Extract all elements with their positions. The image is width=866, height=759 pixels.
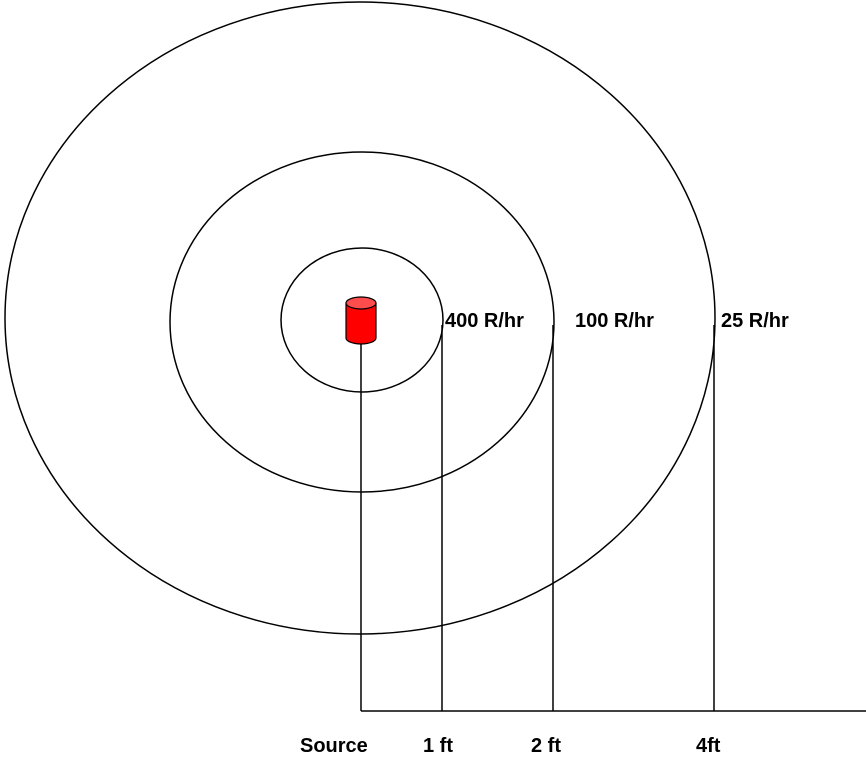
source-cylinder-body [345, 302, 377, 345]
dose-label-ring-2: 100 R/hr [575, 310, 654, 332]
cylinder-icon [345, 296, 377, 345]
distance-label-source: Source [300, 735, 368, 757]
distance-label-ring-1: 1 ft [423, 735, 453, 757]
middle-ring [169, 151, 555, 493]
dose-label-ring-1: 400 R/hr [445, 310, 524, 332]
dose-label-ring-3: 25 R/hr [721, 310, 789, 332]
source-cylinder-top [345, 296, 377, 310]
outer-ring [4, 1, 716, 635]
distance-label-ring-2: 2 ft [531, 735, 561, 757]
distance-label-ring-3: 4ft [696, 735, 721, 757]
inner-ring [280, 247, 444, 393]
